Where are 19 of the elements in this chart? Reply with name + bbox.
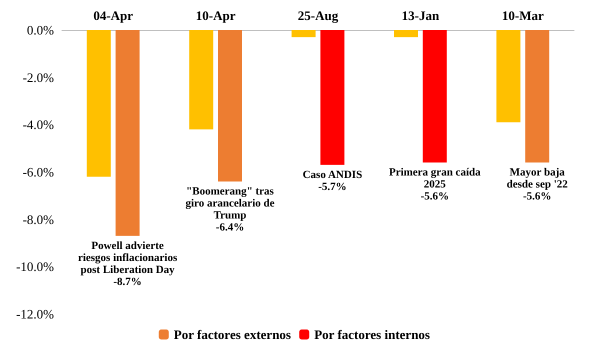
y-tick-label: -4.0% — [22, 117, 54, 132]
annotation: Primera gran caída 2025 -5.6% — [388, 166, 482, 203]
annotation: "Boomerang" tras giro arancelario de Trump -6.4% — [186, 185, 275, 234]
y-tick-label: -6.0% — [22, 164, 54, 180]
y-tick-label: -2.0% — [22, 70, 54, 85]
annotation: Powell advierte riesgos inflacionarios post Liberation Day -8.7% — [78, 240, 178, 288]
x-tick-label: 10-Mar — [502, 8, 544, 23]
annotation: Caso ANDIS -5.7% — [302, 168, 362, 193]
y-tick-label: -8.0% — [22, 212, 54, 227]
y-tick-label: -12.0% — [16, 306, 54, 322]
legend-label: Por factores internos — [314, 327, 430, 342]
y-tick-label: 0.0% — [26, 22, 54, 38]
x-tick-label: 04-Apr — [93, 8, 134, 23]
x-tick-label: 10-Apr — [196, 8, 236, 23]
x-tick-label: 13-Jan — [402, 8, 440, 23]
x-tick-label: 25-Aug — [298, 8, 339, 23]
annotation: Mayor baja desde sep '22 -5.6% — [506, 166, 568, 203]
legend-label: Por factores externos — [174, 327, 291, 342]
y-tick-label: -10.0% — [16, 259, 54, 274]
